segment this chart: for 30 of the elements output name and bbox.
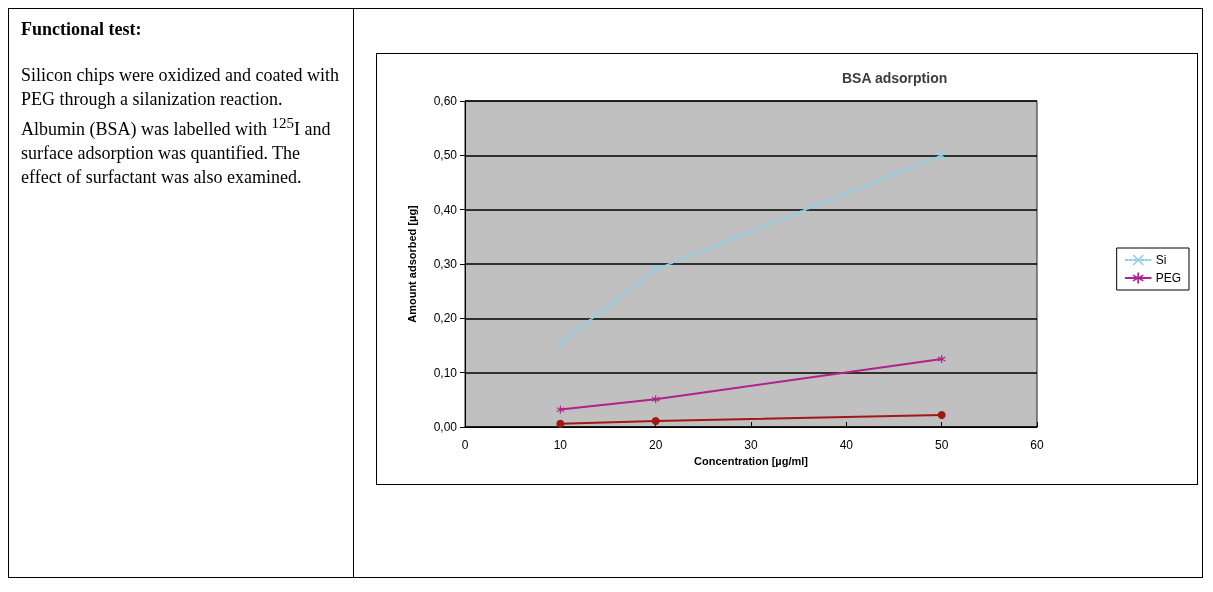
x-tick-label: 30 — [744, 438, 758, 452]
legend-label: PEG — [1155, 271, 1181, 285]
point — [651, 417, 660, 426]
text: Functional test: — [21, 18, 143, 41]
point — [556, 419, 565, 428]
point — [556, 405, 565, 414]
x-tick-label: 40 — [839, 438, 854, 452]
y-tick-label: 0,50 — [433, 148, 458, 163]
text: Silicon chips were oxidized and coated with PEG through a silanization reaction. Albumin (BSA) was labelled with $^{125}$I and surface adsorption was quantified. The effect of surfactant was also examined. — [21, 64, 340, 189]
x-tick-label: 50 — [934, 438, 949, 452]
y-tick-label: 0,20 — [433, 311, 458, 326]
x-axis-title: Concentration [µg/ml] — [694, 455, 809, 468]
y-tick-label: 0,00 — [433, 420, 458, 434]
point — [651, 395, 660, 404]
x-tick-label: 20 — [648, 438, 663, 452]
point — [937, 151, 946, 160]
y-tick-label: 0,30 — [433, 257, 458, 271]
point — [651, 265, 660, 274]
y-tick-label: 0,10 — [433, 365, 458, 380]
point — [556, 338, 565, 347]
y-axis-title: Amount adsorbed [µg] — [405, 204, 418, 323]
x-tick-label: 60 — [1030, 438, 1044, 452]
legend-label: Si — [1155, 253, 1167, 267]
x-tick-label: 0 — [461, 438, 469, 452]
point — [937, 411, 946, 420]
x-tick-label: 10 — [553, 438, 568, 452]
point — [937, 355, 946, 364]
y-tick-label: 0,40 — [433, 202, 458, 217]
chart-title: BSA adsorption — [842, 70, 948, 86]
y-tick-label: 0,60 — [433, 94, 458, 108]
